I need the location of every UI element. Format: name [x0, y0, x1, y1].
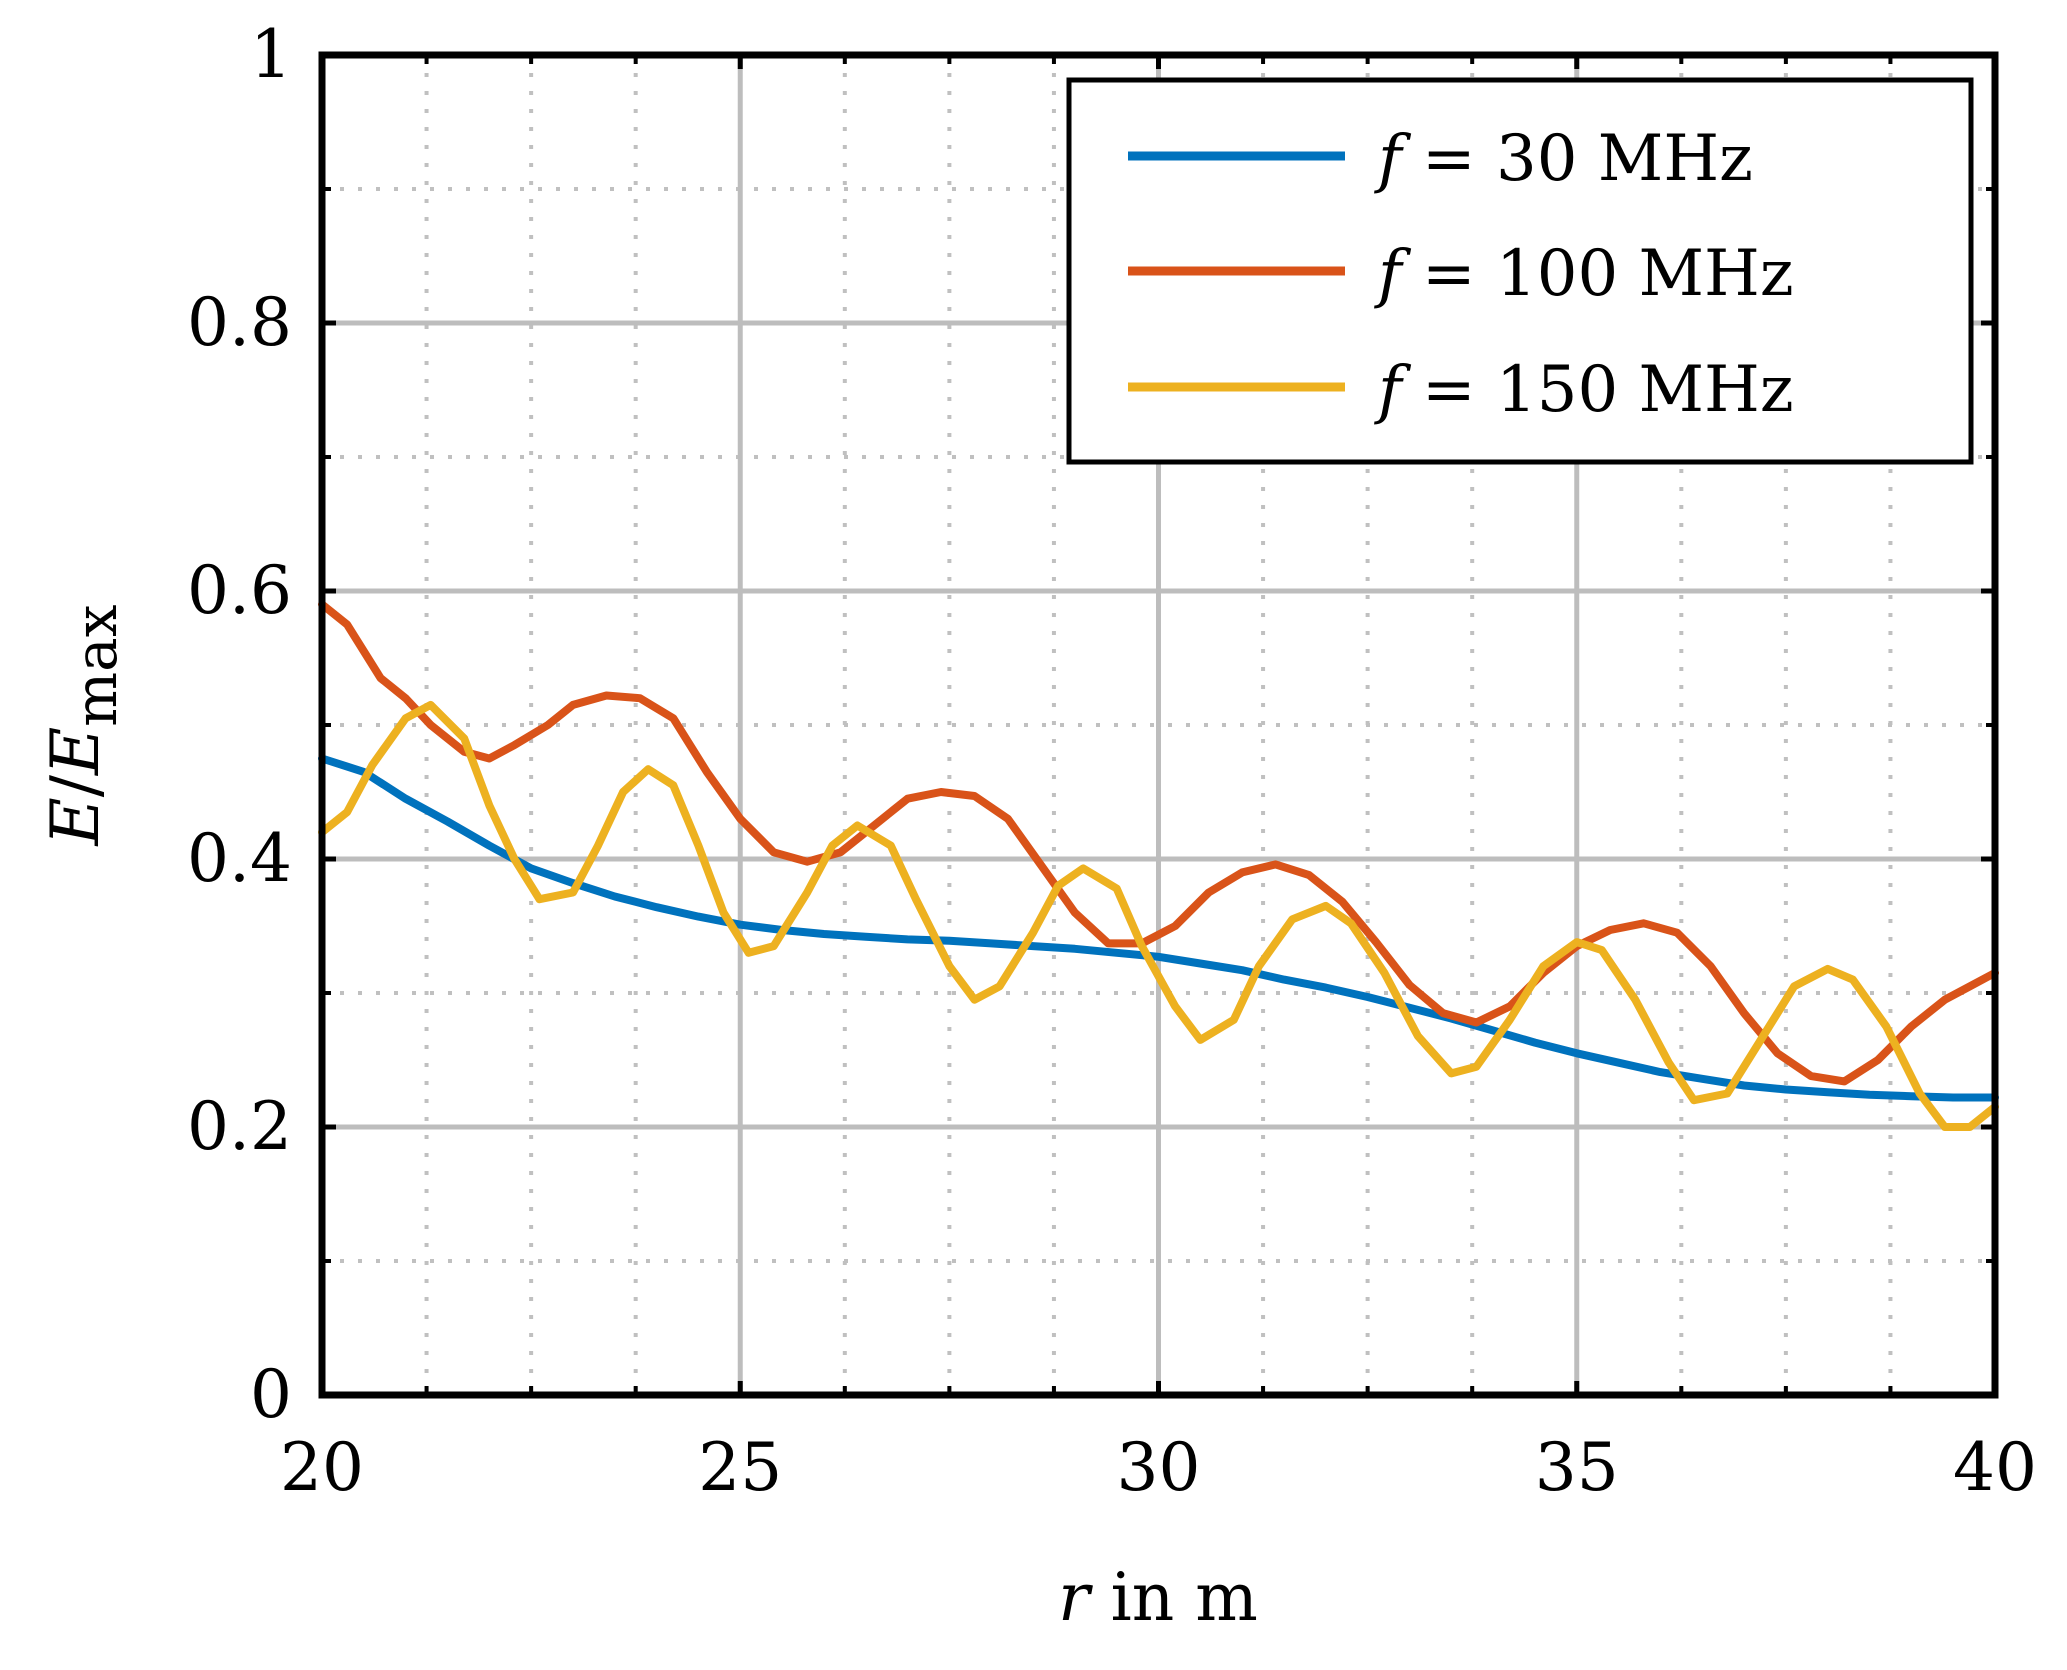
legend-label-150mhz: f = 150 MHz — [1374, 353, 1794, 427]
y-tick-label: 0.8 — [187, 284, 292, 361]
series-line-0 — [318, 754, 1999, 1102]
tick-labels: 20 25 30 35 40 0 0.2 0.4 0.6 0.8 1 — [187, 16, 2037, 1506]
series-line-2 — [318, 700, 1999, 1131]
series-layer — [318, 600, 1999, 1131]
y-tick-label: 0.2 — [187, 1088, 292, 1165]
x-tick-label: 35 — [1535, 1429, 1619, 1506]
y-tick-label: 0 — [250, 1356, 292, 1433]
plot-frame — [318, 51, 1999, 1399]
legend: f = 30 MHz f = 100 MHz f = 150 MHz — [1066, 77, 1974, 465]
y-tick-label: 0.4 — [187, 820, 292, 897]
x-tick-label: 20 — [280, 1429, 364, 1506]
y-tick-label: 0.6 — [187, 552, 292, 629]
x-tick-label: 40 — [1953, 1429, 2037, 1506]
legend-entry-150mhz: f = 150 MHz — [1128, 353, 1794, 427]
legend-label-100mhz: f = 100 MHz — [1374, 237, 1794, 311]
legend-entry-30mhz: f = 30 MHz — [1128, 122, 1753, 196]
y-tick-label: 1 — [250, 16, 292, 93]
x-tick-label: 25 — [698, 1429, 782, 1506]
y-axis-label: E/Emax — [37, 605, 130, 847]
legend-entry-100mhz: f = 100 MHz — [1128, 237, 1794, 311]
x-axis-label: r in m — [1058, 1559, 1258, 1636]
x-tick-label: 30 — [1117, 1429, 1201, 1506]
legend-label-30mhz: f = 30 MHz — [1374, 122, 1753, 196]
